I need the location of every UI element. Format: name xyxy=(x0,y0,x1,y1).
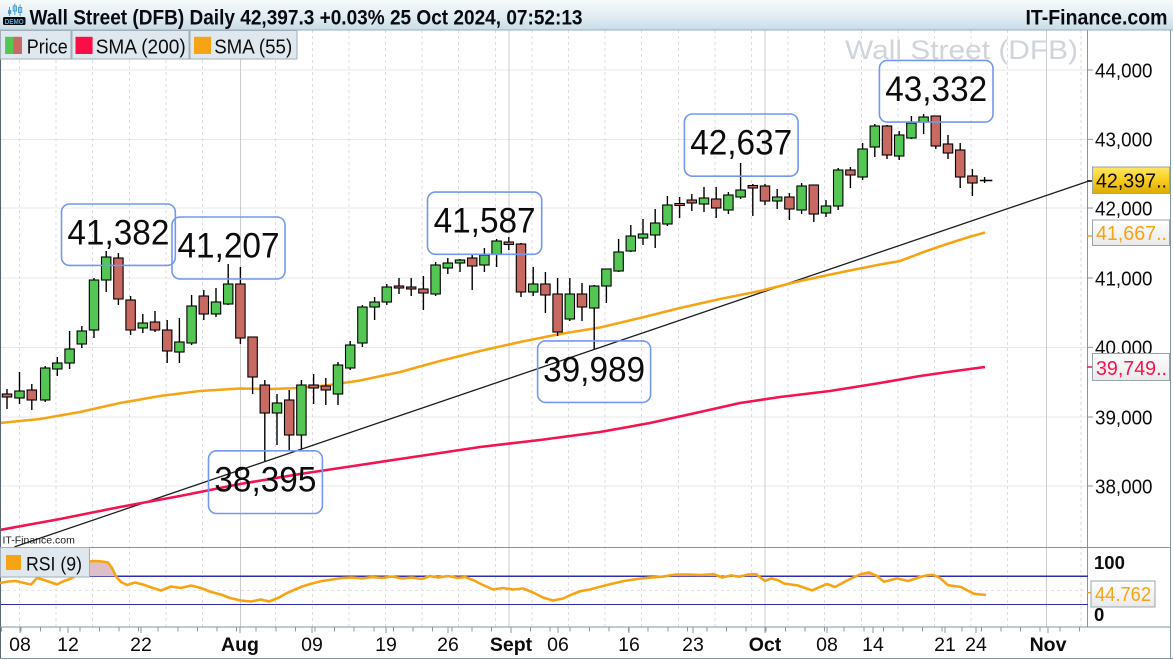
svg-text:SMA (200): SMA (200) xyxy=(96,35,186,58)
svg-text:08: 08 xyxy=(816,634,838,656)
svg-text:42,000: 42,000 xyxy=(1095,197,1153,220)
svg-text:44,000: 44,000 xyxy=(1095,59,1153,82)
svg-text:06: 06 xyxy=(547,634,569,656)
svg-text:16: 16 xyxy=(618,634,640,656)
svg-text:Nov: Nov xyxy=(1030,634,1067,656)
svg-text:12: 12 xyxy=(57,634,79,656)
svg-text:21: 21 xyxy=(934,634,956,656)
svg-text:43,000: 43,000 xyxy=(1095,129,1153,152)
svg-text:Sept: Sept xyxy=(490,634,533,656)
svg-text:41,382: 41,382 xyxy=(67,214,169,253)
svg-text:22: 22 xyxy=(130,634,152,656)
svg-text:41,587: 41,587 xyxy=(434,202,536,241)
svg-text:IT-Finance.com: IT-Finance.com xyxy=(3,535,76,547)
svg-text:Wall Street (DFB) Daily 42,397: Wall Street (DFB) Daily 42,397.3 +0.03% … xyxy=(30,6,583,29)
svg-text:IT-Finance.com: IT-Finance.com xyxy=(1026,6,1168,29)
svg-text:SMA (55): SMA (55) xyxy=(214,35,292,58)
svg-text:38,395: 38,395 xyxy=(214,460,316,499)
svg-text:19: 19 xyxy=(375,634,397,656)
svg-text:Aug: Aug xyxy=(221,634,259,656)
svg-text:DEMO: DEMO xyxy=(5,17,24,26)
svg-text:0: 0 xyxy=(1094,604,1104,625)
svg-text:38,000: 38,000 xyxy=(1095,475,1153,498)
svg-text:41,667..: 41,667.. xyxy=(1096,223,1167,245)
svg-text:42,397..: 42,397.. xyxy=(1096,171,1167,193)
svg-text:39,989: 39,989 xyxy=(543,350,645,389)
svg-text:09: 09 xyxy=(301,634,323,656)
svg-text:41,000: 41,000 xyxy=(1095,267,1153,290)
svg-text:39,749..: 39,749.. xyxy=(1096,358,1167,380)
svg-text:100: 100 xyxy=(1094,552,1125,573)
svg-text:43,332: 43,332 xyxy=(885,70,987,109)
svg-text:24: 24 xyxy=(965,634,987,656)
svg-text:RSI (9): RSI (9) xyxy=(26,554,82,576)
svg-text:Oct: Oct xyxy=(749,634,782,656)
svg-text:26: 26 xyxy=(437,634,459,656)
svg-text:39,000: 39,000 xyxy=(1095,406,1153,429)
svg-text:23: 23 xyxy=(682,634,704,656)
svg-text:41,207: 41,207 xyxy=(178,227,280,266)
svg-text:14: 14 xyxy=(862,634,884,656)
svg-text:42,637: 42,637 xyxy=(690,124,792,163)
svg-text:Price: Price xyxy=(27,35,68,58)
svg-text:44.762: 44.762 xyxy=(1095,584,1151,606)
svg-text:08: 08 xyxy=(9,634,31,656)
